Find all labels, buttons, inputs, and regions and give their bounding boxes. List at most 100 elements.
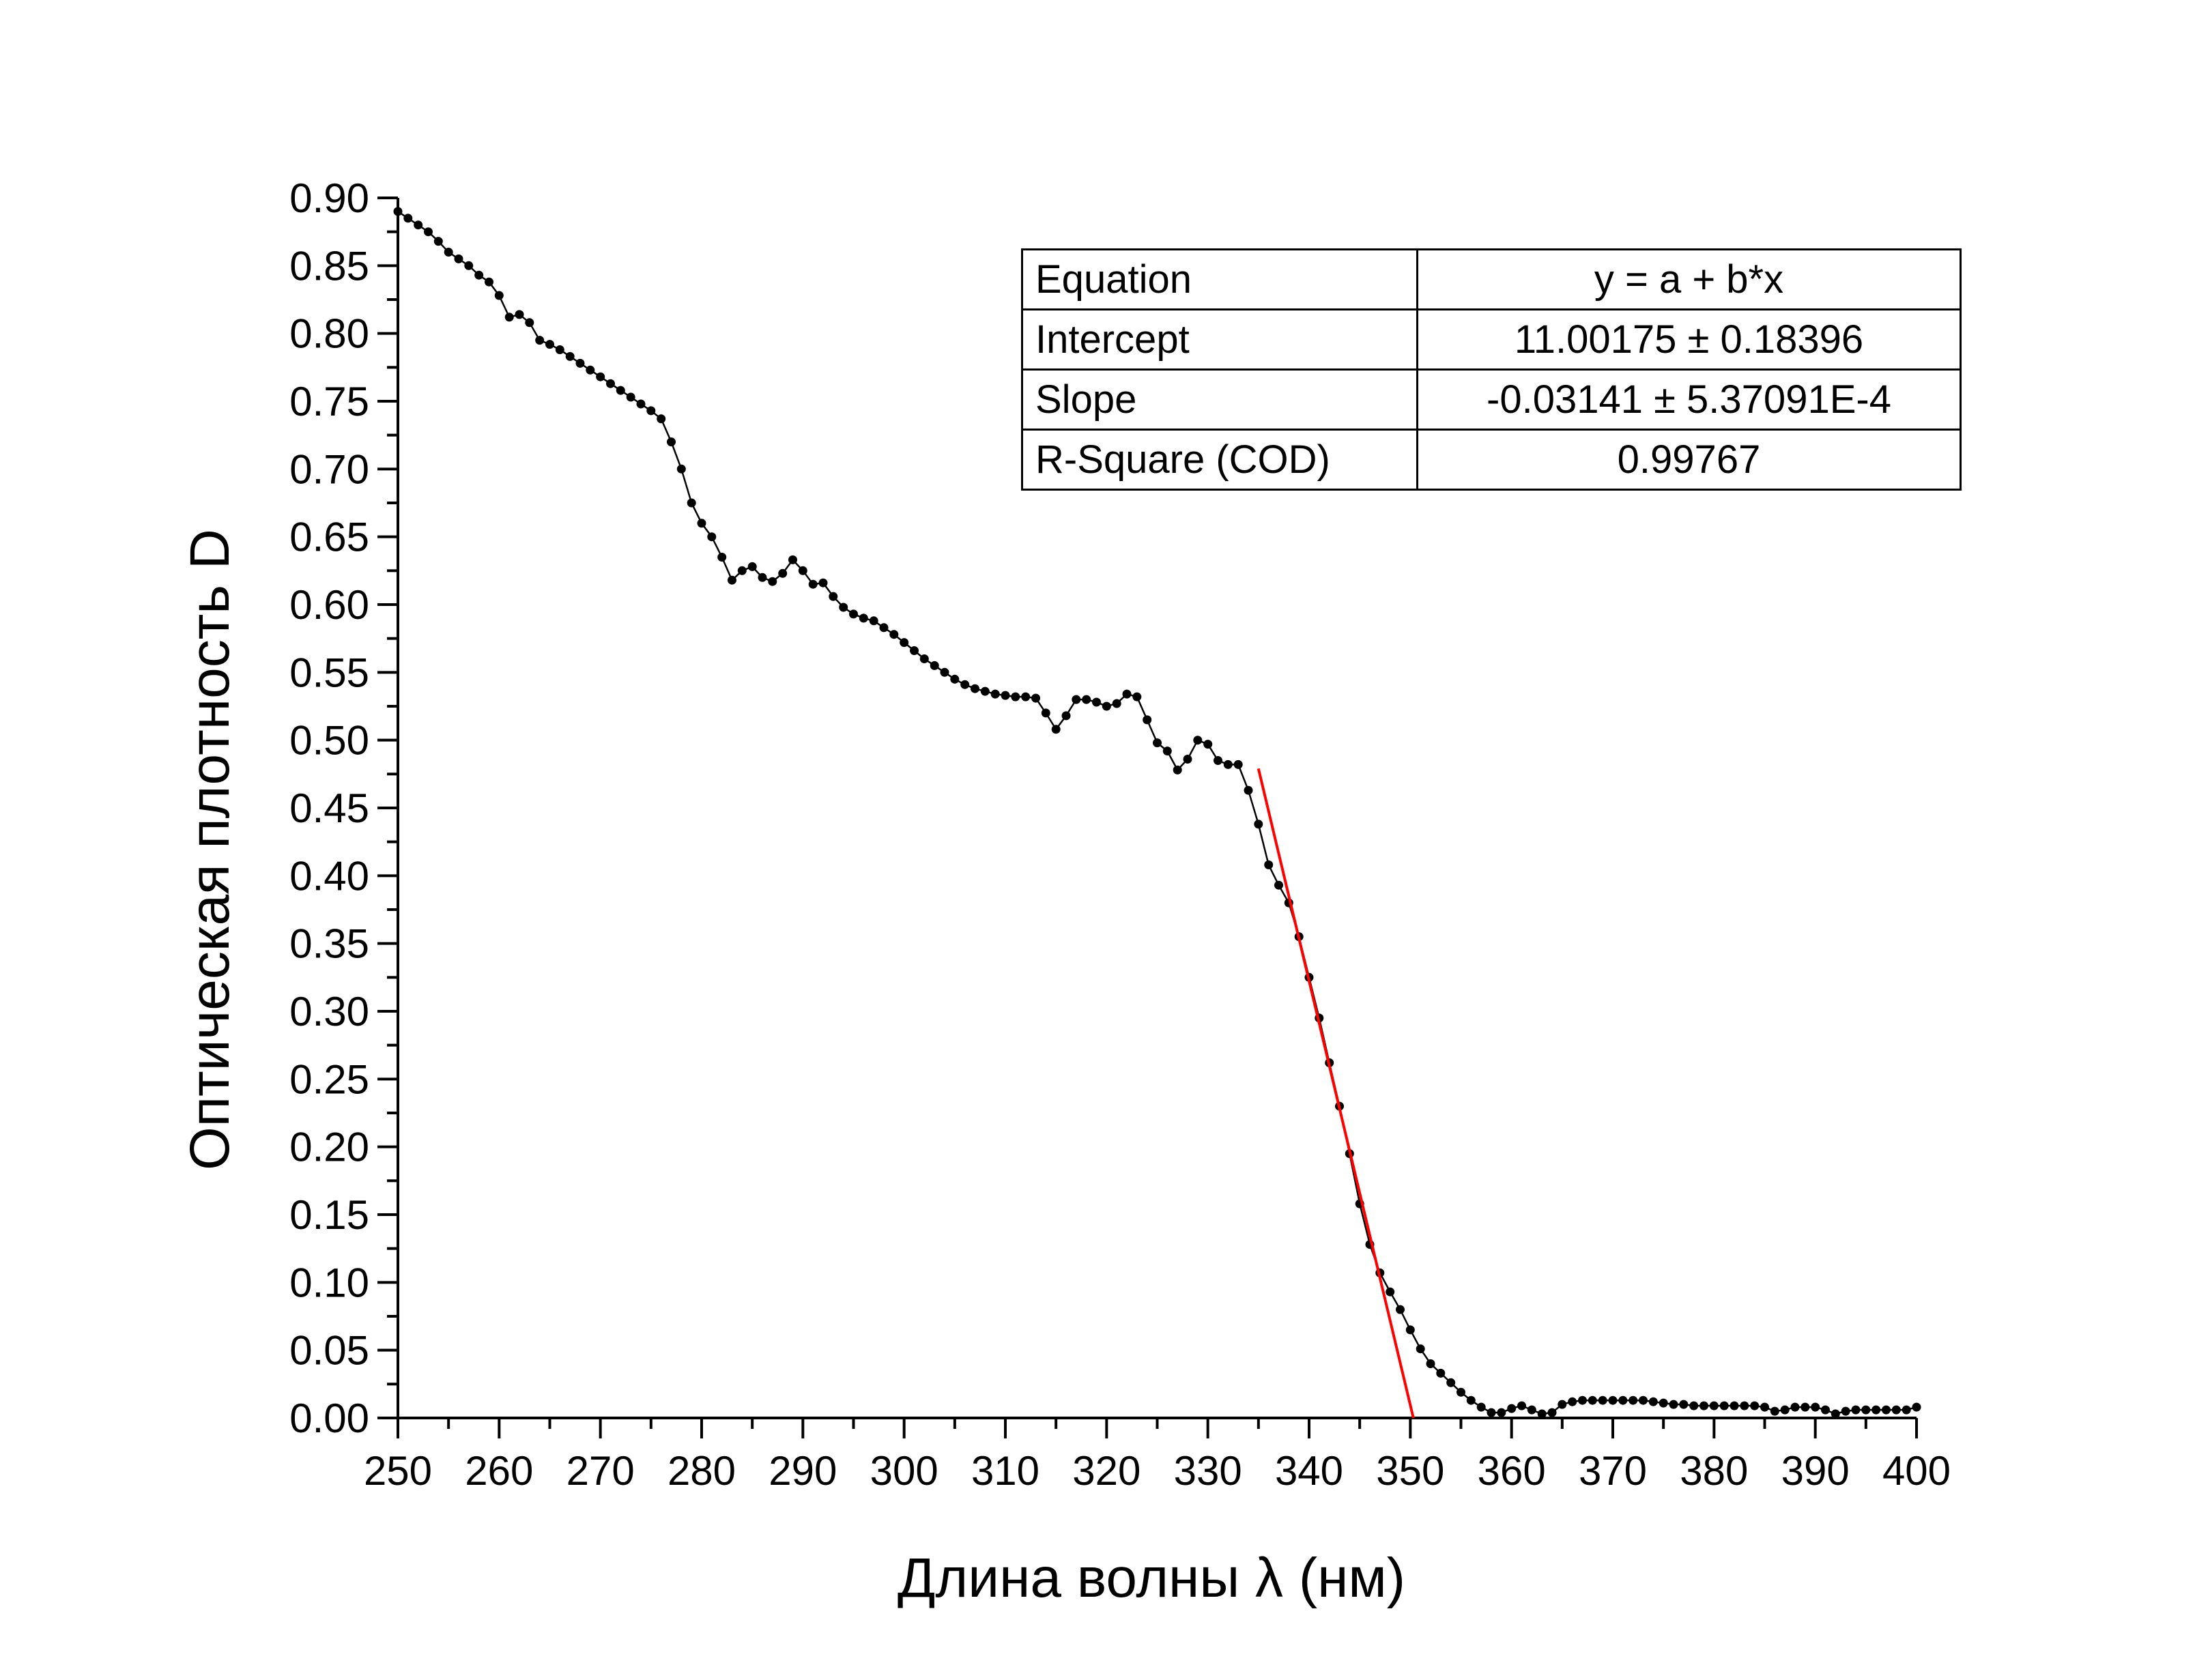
y-tick-label: 0.30 (289, 989, 369, 1034)
data-point (636, 399, 646, 409)
data-point (910, 646, 919, 655)
data-point (778, 568, 788, 578)
data-point (1254, 820, 1263, 829)
data-point (1851, 1405, 1861, 1415)
data-point (1122, 689, 1132, 699)
data-point (657, 414, 666, 424)
data-point (454, 254, 463, 263)
data-point (1497, 1408, 1506, 1417)
data-point (1730, 1401, 1739, 1410)
data-point (1608, 1395, 1618, 1405)
series-layer (393, 207, 1921, 1419)
data-point (1639, 1395, 1648, 1405)
data-point (1578, 1395, 1587, 1405)
data-point (586, 365, 595, 375)
data-point (900, 638, 909, 648)
data-point (1061, 711, 1071, 721)
data-point (1831, 1409, 1840, 1419)
data-point (971, 684, 979, 693)
data-point (1446, 1378, 1456, 1387)
data-point (1203, 740, 1213, 749)
fit-key-equation: Equation (1021, 248, 1418, 310)
data-point (1426, 1359, 1435, 1368)
data-point (1669, 1400, 1678, 1409)
data-point (1882, 1405, 1891, 1415)
x-tick-label: 270 (566, 1448, 635, 1494)
data-point (1173, 765, 1182, 774)
y-tick-label: 0.80 (289, 311, 369, 357)
y-tick-label: 0.75 (289, 379, 369, 424)
data-point (1092, 697, 1101, 707)
y-tick-label: 0.00 (289, 1395, 369, 1441)
data-point (403, 214, 413, 223)
data-point (433, 237, 443, 246)
data-point (1517, 1401, 1526, 1410)
data-point (1214, 756, 1222, 765)
data-point (1699, 1401, 1708, 1410)
y-tick-label: 0.60 (289, 582, 369, 628)
x-axis-title: Длина волны λ (нм) (898, 1547, 1405, 1609)
data-point (1102, 701, 1111, 711)
data-point (1871, 1405, 1881, 1415)
x-tick-label: 290 (769, 1448, 837, 1494)
table-row: Equation y = a + b*x (1021, 248, 1962, 310)
x-tick-label: 400 (1882, 1448, 1951, 1494)
x-tick-label: 330 (1174, 1448, 1242, 1494)
data-point (464, 261, 474, 270)
y-tick-label: 0.55 (289, 650, 369, 695)
data-point (747, 562, 757, 571)
x-tick-label: 250 (364, 1448, 432, 1494)
data-point (494, 291, 504, 300)
data-point (1011, 692, 1020, 701)
data-point (1143, 715, 1152, 725)
data-point (839, 603, 848, 612)
fit-value-slope: -0.03141 ± 5.37091E-4 (1416, 368, 1962, 431)
data-point (1001, 691, 1010, 700)
data-point (1790, 1402, 1800, 1412)
data-point (1821, 1405, 1830, 1415)
y-tick-label: 0.90 (289, 175, 369, 221)
x-tick-label: 280 (668, 1448, 736, 1494)
fit-value-intercept: 11.00175 ± 0.18396 (1416, 308, 1962, 371)
linear-fit-line (1257, 768, 1415, 1419)
fit-results-table: Equation y = a + b*x Intercept 11.00175 … (1021, 248, 1962, 491)
y-tick-label: 0.15 (289, 1192, 369, 1238)
y-tick-label: 0.35 (289, 921, 369, 967)
data-point (737, 566, 747, 575)
data-point (758, 573, 767, 582)
data-point (485, 277, 493, 287)
x-tick-label: 260 (465, 1448, 533, 1494)
data-point (687, 498, 696, 508)
data-point (1193, 736, 1203, 745)
data-point (1396, 1305, 1405, 1314)
data-point (1436, 1368, 1446, 1378)
absorbance-series (393, 207, 1921, 1419)
y-tick-label: 0.70 (289, 446, 369, 492)
data-point (1244, 785, 1253, 795)
x-tick-label: 340 (1275, 1448, 1343, 1494)
data-point (474, 270, 484, 280)
data-point (1405, 1325, 1415, 1335)
data-point (1861, 1405, 1871, 1415)
data-point (1041, 708, 1050, 718)
data-point (616, 386, 625, 395)
x-tick-label: 300 (870, 1448, 938, 1494)
data-point (535, 336, 545, 345)
data-point (960, 680, 970, 689)
data-point (879, 623, 889, 633)
data-point (555, 345, 564, 354)
data-point (525, 318, 534, 328)
data-point (1547, 1408, 1557, 1417)
data-point (717, 553, 727, 562)
data-point (1233, 759, 1243, 769)
data-point (393, 207, 403, 216)
data-point (596, 372, 605, 381)
data-point (990, 689, 1000, 699)
data-point (1021, 692, 1031, 701)
data-point (1457, 1387, 1465, 1397)
fit-value-equation: y = a + b*x (1416, 248, 1962, 310)
data-point (1629, 1395, 1638, 1405)
data-point (728, 575, 736, 585)
data-point (1527, 1405, 1536, 1415)
data-point (1183, 755, 1192, 764)
